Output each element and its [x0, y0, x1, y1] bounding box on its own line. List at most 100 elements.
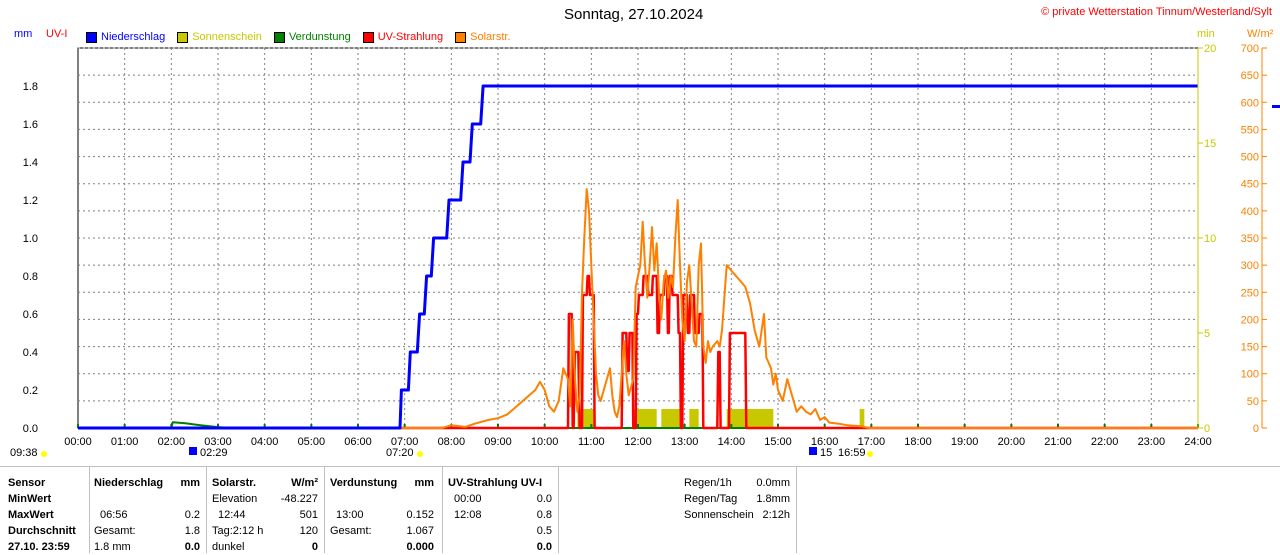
summary-label: Regen/1h [684, 477, 732, 489]
legend-label: Niederschlag [101, 31, 166, 43]
legend-swatch [455, 31, 467, 43]
col-unit: mm [180, 477, 200, 489]
sunshine-bar [726, 409, 774, 428]
cell-label: 12:44 [218, 509, 246, 521]
rain-icon [189, 447, 197, 455]
cell-value: 120 [299, 525, 318, 537]
col-header: Verdunstung [330, 477, 398, 489]
chart-title: Sonntag, 27.10.2024 [564, 6, 704, 23]
y-left-tick-label: 1.2 [23, 195, 38, 207]
cell-label: Gesamt: [330, 525, 372, 537]
x-tick-label: 02:00 [158, 436, 186, 448]
uv-line [78, 274, 1198, 430]
cell-value: 0.0 [536, 493, 552, 505]
y-left-tick-label: 1.6 [23, 119, 38, 131]
cell-label: 13:00 [336, 509, 364, 521]
x-tick-label: 12:00 [624, 436, 652, 448]
y-right-wm2-tick-label: 100 [1241, 369, 1259, 381]
col-divider [558, 467, 559, 553]
cell-value: 0.5 [536, 525, 552, 537]
cell-value: 0.0 [184, 541, 200, 553]
x-tick-label: 11:00 [578, 436, 605, 448]
rain-icon [809, 447, 817, 455]
sunrise-mark: 09:38 [10, 447, 38, 459]
x-tick-label: 05:00 [298, 436, 326, 448]
x-tick-label: 22:00 [1091, 436, 1119, 448]
row-label-now: 27.10. 23:59 [8, 541, 70, 553]
row-label-avg: Durchschnitt [8, 525, 76, 537]
legend-item-sonnenschein: Sonnenschein [177, 31, 262, 43]
col-header: UV-Strahlung UV-I [448, 477, 543, 489]
y-left-tick-label: 0.4 [23, 347, 38, 359]
x-tick-label: 19:00 [951, 436, 979, 448]
cell-value: 0.2 [184, 509, 200, 521]
cell-label: 12:08 [454, 509, 482, 521]
y-left-tick-label: 1.8 [23, 81, 38, 93]
y-right-wm2-tick-label: 150 [1241, 342, 1259, 354]
y-right-wm2-tick-label: 700 [1241, 43, 1259, 55]
y-right-min-tick-label: 10 [1204, 233, 1216, 245]
sunset-mark: 16:59 [838, 447, 866, 459]
x-tick-label: 20:00 [998, 436, 1026, 448]
y-right-wm2-tick-label: 300 [1241, 260, 1259, 272]
cell-value: 0.152 [406, 509, 434, 521]
summary-label: Sonnenschein [684, 509, 754, 521]
legend-item-niederschlag: Niederschlag [86, 31, 165, 43]
row-label-max: MaxWert [8, 509, 54, 521]
cell-label: 00:00 [454, 493, 482, 505]
left-unit-mm: mm [14, 28, 33, 40]
y-right-wm2-tick-label: 650 [1241, 70, 1259, 82]
x-tick-label: 07:00 [391, 436, 419, 448]
sun-icon [867, 451, 873, 457]
uv-column: UV-Strahlung UV-I 00:00 0.0 12:08 0.8 0.5 … [448, 475, 552, 555]
cell-label: Tag:2:12 h [212, 525, 264, 537]
precipitation-line [78, 84, 1198, 430]
chart-legend: Niederschlag Sonnenschein Verdunstung UV… [86, 31, 511, 43]
x-tick-label: 18:00 [904, 436, 932, 448]
chart-ticks: 00:00 01:00 02:00 03:00 04:00 05:00 06:00 07:00… [23, 43, 1267, 448]
y-right-wm2-tick-label: 500 [1241, 152, 1259, 164]
y-left-tick-label: 0.2 [23, 385, 38, 397]
chart-grid [77, 47, 1199, 429]
col-divider [796, 467, 797, 553]
x-tick-label: 16:00 [811, 436, 839, 448]
cell-value: 1.8 [184, 525, 200, 537]
cell-label: Gesamt: [94, 525, 136, 537]
y-right-wm2-tick-label: 550 [1241, 124, 1259, 136]
y-right-wm2-tick-label: 600 [1241, 97, 1259, 109]
stats-table: Sensor MinWert MaxWert Durchschnitt 27.1… [0, 466, 1280, 553]
left-unit-uv: UV-I [46, 28, 68, 40]
legend-label: Sonnenschein [192, 31, 262, 43]
cell-value: 0.0 [536, 541, 552, 553]
cell-value: 0 [311, 541, 318, 553]
rain-end-mark: 15 [820, 447, 833, 459]
col-header: Solarstr. [212, 477, 257, 489]
col-header: Niederschlag [94, 477, 164, 489]
y-right-wm2-tick-label: 50 [1247, 396, 1259, 408]
x-tick-label: 24:00 [1184, 436, 1212, 448]
niederschlag-column: Niederschlag mm 06:56 0.2 Gesamt: 1.8 1.8 m… [94, 475, 200, 555]
x-tick-label: 15:00 [764, 436, 792, 448]
summary-value: 1.8mm [756, 493, 790, 505]
col-unit: mm [414, 477, 434, 489]
y-right-wm2-tick-label: 450 [1241, 179, 1259, 191]
cell-label: 06:56 [100, 509, 128, 521]
sunshine-bar [859, 409, 865, 428]
col-unit: W/m² [291, 477, 318, 489]
rain-start-mark: 02:29 [200, 447, 228, 459]
sun-icon [41, 451, 47, 457]
cell-value: -48.227 [280, 493, 318, 505]
x-tick-label: 13:00 [671, 436, 699, 448]
y-right-wm2-tick-label: 200 [1241, 314, 1259, 326]
legend-label: Verdunstung [288, 31, 351, 43]
col-divider [89, 467, 90, 553]
legend-item-uv: UV-Strahlung [362, 31, 444, 43]
y-right-wm2-tick-label: 250 [1241, 287, 1259, 299]
sunshine-bar [661, 409, 680, 428]
row-labels: Sensor MinWert MaxWert Durchschnitt 27.1… [8, 475, 76, 555]
chart-lines [77, 84, 1199, 430]
legend-label: UV-Strahlung [377, 31, 444, 43]
x-tick-label: 06:00 [344, 436, 372, 448]
summary-box: Regen/1h 0.0mm Regen/Tag 1.8mm Sonnenschei… [684, 475, 790, 523]
y-right-min-tick-label: 0 [1204, 423, 1210, 435]
